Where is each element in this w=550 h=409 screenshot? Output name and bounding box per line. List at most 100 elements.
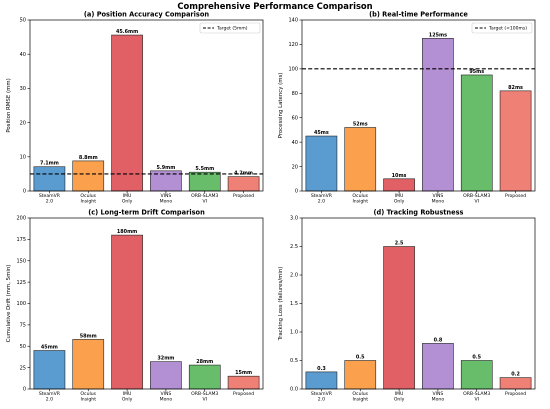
- x-tick-label: Oculus Insight: [80, 193, 96, 205]
- y-tick-label: 50: [20, 18, 26, 24]
- panel-realtime-performance: (b) Real-time Performance 0 20 40 60 80 100 120…: [278, 11, 536, 205]
- legend-box: [471, 22, 533, 34]
- y-tick-label: 1.0: [290, 330, 298, 336]
- panel-title: (d) Tracking Robustness: [374, 209, 464, 217]
- x-tick-label: Oculus Insight: [80, 391, 96, 403]
- bar-a-1: [72, 160, 105, 192]
- y-tick-label: 2.5: [290, 244, 298, 250]
- data-label: 58mm: [80, 333, 97, 339]
- y-tick-label: 0.5: [290, 358, 298, 364]
- data-label: 0.5: [472, 355, 481, 361]
- legend: Target (5mm): [199, 22, 261, 34]
- y-axis-label: Position RMSE (mm): [6, 78, 12, 132]
- x-tick-label: Proposed: [233, 391, 254, 397]
- data-label: 125ms: [429, 32, 447, 38]
- y-tick-label: 0: [295, 189, 298, 195]
- figure-title: Comprehensive Performance Comparison: [177, 1, 372, 11]
- bar-c-5: [227, 375, 260, 390]
- bar-d-0: [305, 371, 338, 390]
- x-tick-label: IMU Only: [122, 391, 133, 403]
- data-label: 45mm: [41, 345, 58, 351]
- y-tick-label: 40: [292, 140, 298, 146]
- y-tick-label: 80: [292, 91, 298, 97]
- bar-a-4: [188, 171, 221, 192]
- y-tick-label: 20: [20, 120, 26, 126]
- bar-a-5: [227, 176, 260, 192]
- legend: Target (<100ms): [471, 22, 533, 34]
- data-label: 52ms: [353, 121, 368, 127]
- x-tick-label: ORB-SLAM3 VI: [463, 193, 490, 205]
- data-label: 5.5mm: [195, 166, 214, 172]
- x-tick-label: VINS Mono: [160, 391, 173, 403]
- bar-b-1: [344, 127, 377, 192]
- data-label: 82ms: [508, 85, 523, 91]
- x-tick-label: SteamVR 2.0: [39, 193, 61, 205]
- x-tick-label: Proposed: [505, 193, 526, 199]
- panel-title: (a) Position Accuracy Comparison: [84, 11, 209, 19]
- panel-title: (b) Real-time Performance: [369, 11, 468, 19]
- bar-d-3: [422, 343, 454, 390]
- y-tick-label: 20: [292, 164, 298, 170]
- bar-b-4: [460, 74, 493, 192]
- data-label: 28mm: [196, 359, 213, 365]
- bar-b-0: [305, 135, 338, 192]
- y-tick-label: 2.0: [290, 273, 298, 279]
- data-label: 0.3: [317, 366, 326, 372]
- plot-frame: [29, 19, 264, 192]
- bar-c-3: [150, 361, 182, 390]
- x-tick-label: ORB-SLAM3 VI: [191, 391, 218, 403]
- y-axis-label: Processing Latency (ms): [278, 73, 284, 139]
- y-tick-label: 40: [20, 52, 26, 58]
- plot-frame: [301, 19, 536, 192]
- bar-c-2: [111, 234, 143, 390]
- x-tick-label: IMU Only: [122, 193, 133, 205]
- plot-frame: [301, 217, 536, 390]
- data-label: 5.9mm: [156, 165, 175, 171]
- bar-d-1: [344, 360, 377, 390]
- panel-position-accuracy: (a) Position Accuracy Comparison 0 10 20 30 4…: [6, 11, 264, 205]
- y-tick-label: 175: [16, 237, 26, 243]
- data-label: 180mm: [117, 229, 137, 235]
- x-tick-label: ORB-SLAM3 VI: [191, 193, 218, 205]
- data-label: 0.5: [356, 355, 365, 361]
- data-label: 2.5: [395, 241, 404, 247]
- y-tick-label: 0: [23, 189, 26, 195]
- y-tick-label: 30: [20, 86, 26, 92]
- panel-tracking-robustness: (d) Tracking Robustness 0.0 0.5 1.0 1.5 2.0 2.…: [278, 209, 536, 403]
- panel-title: (c) Long-term Drift Comparison: [88, 209, 205, 217]
- x-tick-label: Oculus Insight: [352, 391, 368, 403]
- x-tick-label: Proposed: [505, 391, 526, 397]
- legend-box: [199, 22, 261, 34]
- y-tick-label: 25: [20, 365, 26, 371]
- data-label: 8.8mm: [79, 155, 98, 161]
- bar-d-5: [499, 377, 532, 390]
- x-tick-label: SteamVR 2.0: [39, 391, 61, 403]
- legend-label: Target (5mm): [216, 26, 248, 32]
- x-tick-label: SteamVR 2.0: [311, 193, 333, 205]
- x-tick-label: Proposed: [233, 193, 254, 199]
- data-label: 32mm: [157, 356, 174, 362]
- bar-b-2: [383, 178, 415, 192]
- bar-b-3: [422, 38, 454, 192]
- data-label: 0.2: [511, 372, 520, 378]
- data-label: 45ms: [314, 130, 329, 136]
- y-tick-label: 120: [288, 42, 298, 48]
- legend-label: Target (<100ms): [488, 26, 527, 32]
- x-tick-label: IMU Only: [394, 193, 405, 205]
- y-tick-label: 60: [292, 115, 298, 121]
- y-tick-label: 10: [20, 155, 26, 161]
- y-axis-label: Cumulative Drift (mm, 5min): [6, 265, 12, 343]
- x-tick-label: VINS Mono: [160, 193, 173, 205]
- bar-c-1: [72, 339, 105, 390]
- x-tick-label: Oculus Insight: [352, 193, 368, 205]
- data-label: 0.8: [434, 337, 443, 343]
- x-tick-label: SteamVR 2.0: [311, 391, 333, 403]
- data-label: 7.1mm: [40, 161, 59, 167]
- y-tick-label: 1.5: [290, 301, 298, 307]
- panel-longterm-drift: (c) Long-term Drift Comparison 0 25 50 75 100…: [6, 209, 264, 403]
- y-tick-label: 125: [16, 280, 26, 286]
- y-tick-label: 100: [16, 301, 26, 307]
- y-tick-label: 200: [16, 216, 26, 222]
- data-label: 45.6mm: [116, 29, 138, 35]
- x-tick-label: VINS Mono: [432, 391, 445, 403]
